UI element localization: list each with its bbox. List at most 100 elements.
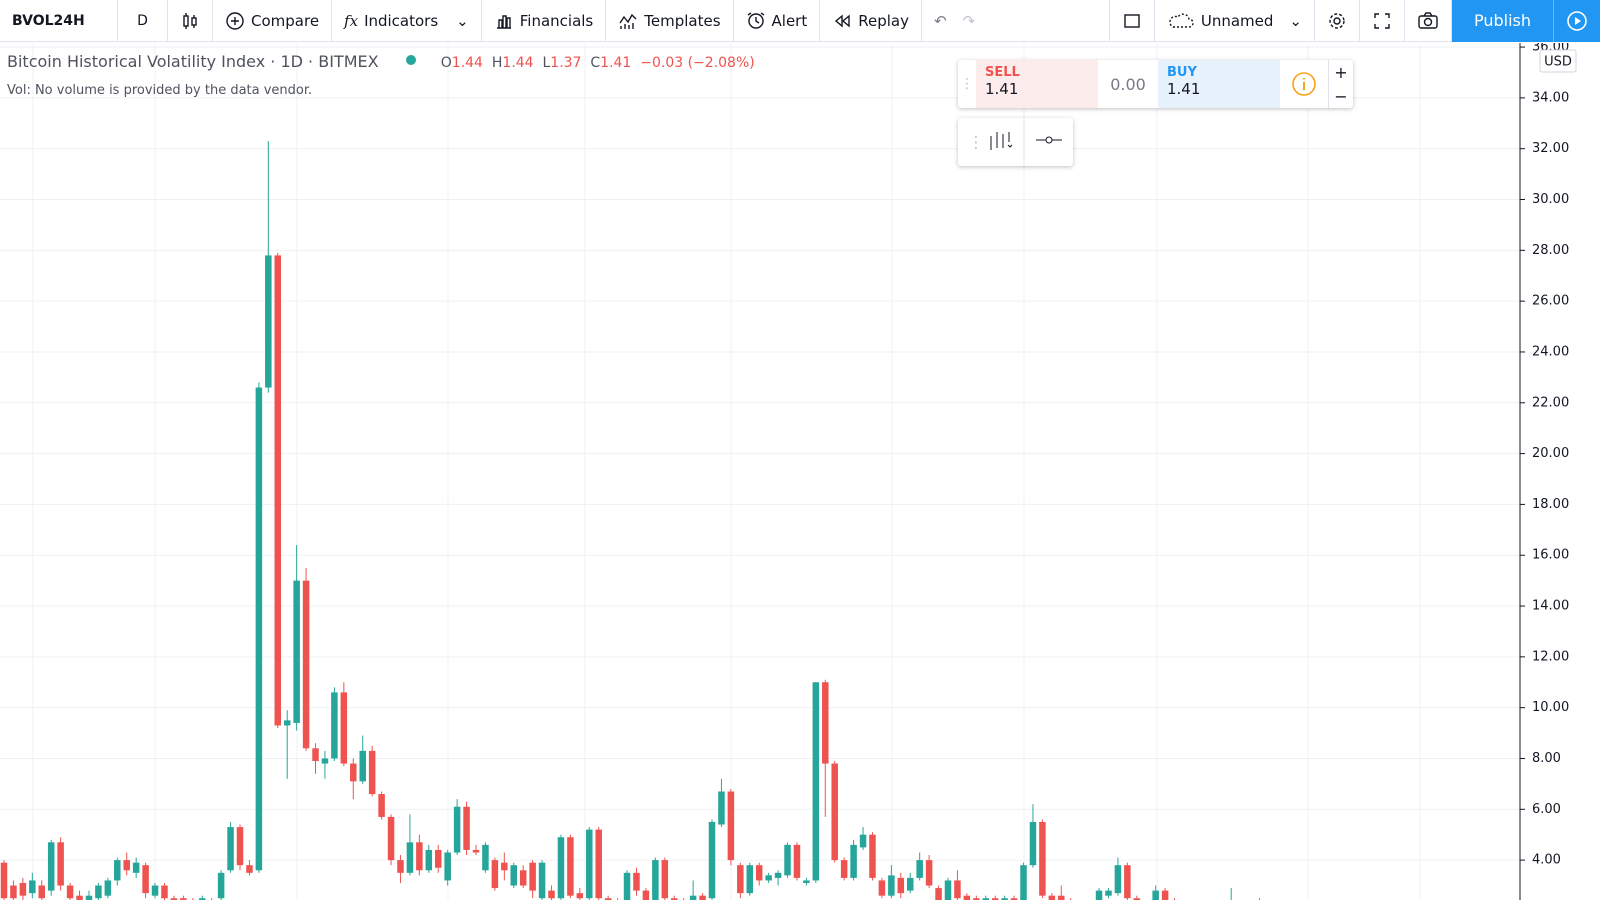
candle-body: [331, 692, 338, 759]
o-label: O: [440, 55, 452, 71]
compare[interactable]: Compare: [213, 0, 333, 42]
quantity[interactable]: + −: [1334, 62, 1348, 106]
candle-body: [765, 875, 772, 881]
svg-text:⋮: ⋮: [968, 133, 984, 152]
candle-body: [812, 682, 820, 881]
undo-redo[interactable]: ↶ ↷: [933, 11, 976, 30]
candles: [0, 141, 1261, 900]
candle-body: [661, 860, 669, 899]
templates-label: Templates: [644, 11, 721, 30]
alert[interactable]: Alert: [734, 0, 821, 42]
y-tick-label: 16.00: [1532, 548, 1569, 563]
h-label: H: [491, 55, 503, 71]
candle-body: [198, 898, 206, 900]
symbol[interactable]: BVOL24H: [0, 0, 118, 42]
candle-body: [878, 880, 886, 896]
layout-name[interactable]: Unnamed ⌄: [1155, 0, 1315, 42]
tools-icons: ⋮: [968, 118, 1062, 166]
candle-body: [19, 882, 27, 896]
candle-body: [548, 890, 555, 899]
sell-price: 1.41: [985, 80, 1019, 98]
candle-body: [265, 255, 272, 388]
candle-body: [444, 852, 451, 881]
interval[interactable]: D: [118, 0, 168, 42]
candle-body: [576, 893, 584, 899]
sell-button[interactable]: SELL 1.41: [976, 60, 1098, 108]
candle-body: [255, 387, 263, 871]
stream-button[interactable]: [1553, 0, 1600, 42]
y-tick-label: 6.00: [1532, 802, 1561, 817]
financials-label: Financials: [519, 11, 594, 30]
fullscreen[interactable]: [1360, 0, 1405, 42]
candle-body: [689, 895, 697, 900]
candle-body: [378, 794, 385, 817]
candle-body: [1161, 890, 1169, 900]
candle-body: [236, 827, 244, 866]
publish-button[interactable]: Publish: [1451, 0, 1553, 42]
alert-label: Alert: [771, 11, 808, 30]
candle-body: [472, 849, 480, 853]
candle-body: [670, 898, 678, 900]
candle-body: [906, 877, 914, 891]
snapshot[interactable]: [1405, 0, 1452, 42]
currency-box: [1539, 49, 1577, 73]
candle-body: [850, 844, 857, 878]
c-label: C: [590, 55, 601, 71]
y-tick-label: 32.00: [1532, 141, 1569, 156]
candle-body: [633, 872, 640, 891]
price-grid: [0, 46, 1520, 861]
l-value: 1.37: [550, 55, 582, 71]
indicators[interactable]: fx Indicators ⌄: [332, 0, 482, 42]
info[interactable]: [1280, 60, 1329, 108]
candle-body: [1048, 895, 1056, 900]
templates[interactable]: Templates: [606, 0, 734, 42]
candle-body: [312, 748, 319, 762]
candle-body: [453, 806, 461, 853]
candle-body: [538, 862, 546, 899]
legend: Bitcoin Historical Volatility Index · 1D…: [7, 52, 755, 71]
candle-body: [586, 829, 593, 899]
toolbar: BVOL24H D Compare fx Indicators ⌄ Financia…: [0, 0, 1600, 42]
y-tick-label: 18.00: [1532, 497, 1569, 512]
chart-type[interactable]: [168, 0, 213, 42]
candle-body: [954, 880, 961, 899]
sell-label: SELL: [985, 65, 1020, 80]
y-tick-label: 24.00: [1532, 344, 1569, 359]
candle-body: [793, 844, 801, 878]
candle-body: [368, 750, 376, 795]
compare-label: Compare: [251, 11, 320, 30]
candle-body: [491, 860, 499, 889]
candle-body: [501, 862, 508, 871]
candle-body: [10, 885, 17, 899]
financials[interactable]: Financials: [482, 0, 607, 42]
candle-body: [519, 870, 527, 886]
candle-body: [869, 834, 876, 878]
candle-body: [104, 880, 112, 896]
y-tick-label: 28.00: [1532, 243, 1569, 258]
y-tick-label: 12.00: [1532, 649, 1569, 664]
candle-body: [482, 844, 489, 871]
buy-button[interactable]: BUY 1.41: [1158, 60, 1280, 108]
candle-body: [387, 816, 395, 861]
settings[interactable]: [1315, 0, 1360, 42]
price-axis: 4.00 6.00 8.00 10.00 12.00 14.00 16.00 18.00 20.…: [1520, 43, 1569, 868]
candle-body: [652, 860, 659, 900]
layout-toggle[interactable]: [1108, 0, 1155, 42]
y-tick-label: 20.00: [1532, 446, 1569, 461]
candle-body: [982, 898, 990, 900]
candle-body: [699, 895, 706, 900]
candle-body: [925, 860, 933, 886]
candle-body: [1105, 890, 1112, 896]
candle-body: [916, 860, 923, 878]
candle-body: [1020, 865, 1027, 900]
y-tick-label: 4.00: [1532, 853, 1561, 868]
candle-body: [227, 827, 234, 871]
candle-body: [604, 898, 612, 900]
candle-body: [85, 895, 93, 900]
candle-body: [0, 862, 8, 899]
drag-handle[interactable]: ⋮: [960, 76, 974, 92]
buy-label: BUY: [1167, 65, 1197, 80]
replay[interactable]: Replay: [820, 0, 922, 42]
candle-body: [1029, 821, 1037, 866]
candle-body: [1039, 821, 1046, 896]
